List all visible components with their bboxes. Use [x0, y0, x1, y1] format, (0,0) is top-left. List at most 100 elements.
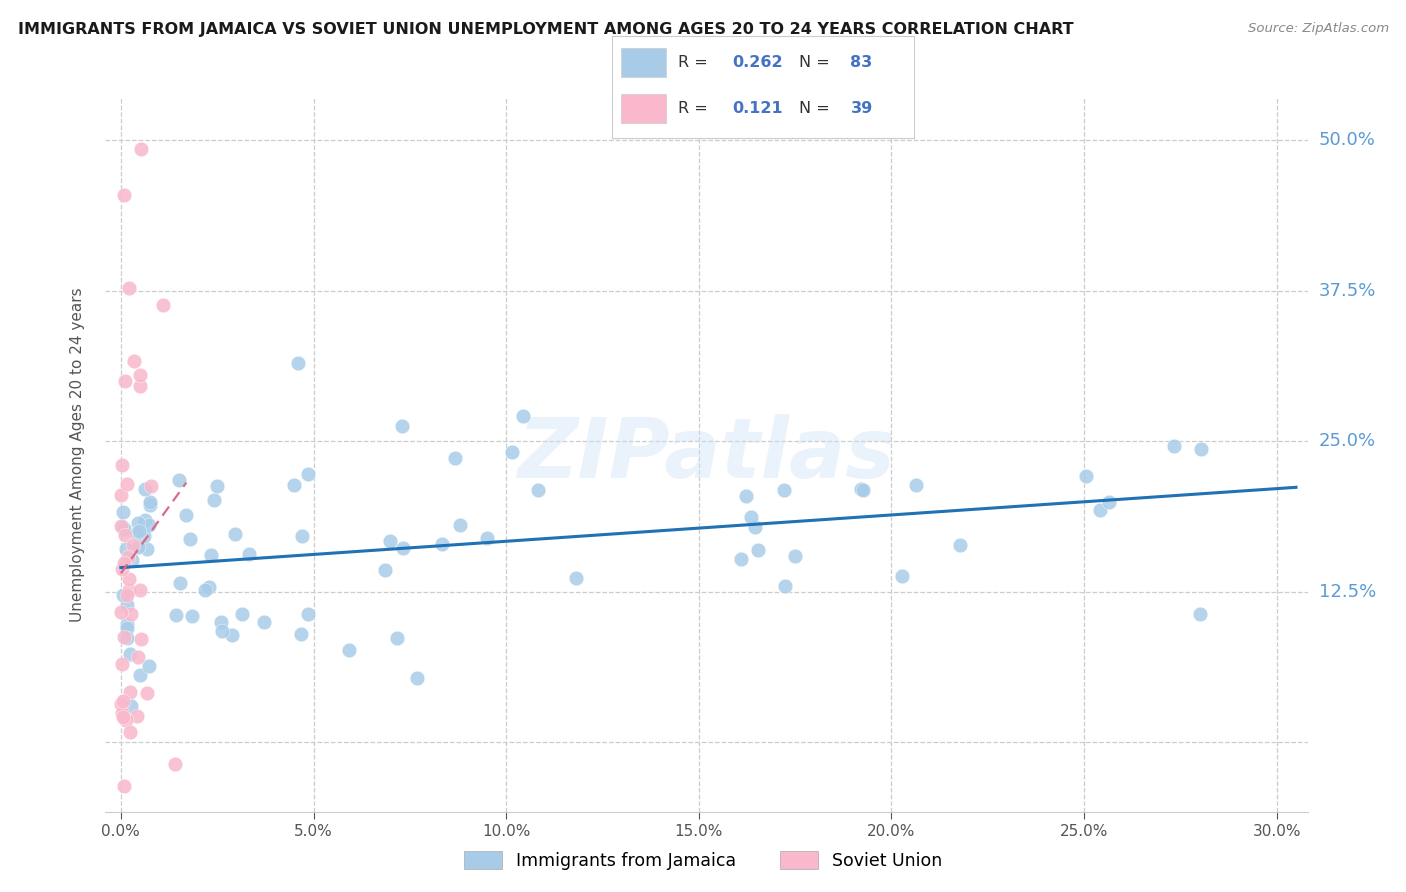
Point: [115, 632, 138, 646]
Point: [253, 615, 276, 629]
Point: [114, 528, 136, 542]
Point: [129, 378, 152, 392]
Point: [378, 534, 401, 549]
Point: [224, 526, 246, 541]
Point: [391, 419, 413, 434]
Point: [747, 542, 769, 557]
Point: [174, 508, 197, 523]
Point: [120, 647, 142, 661]
Point: [1076, 468, 1098, 483]
Point: [134, 483, 156, 497]
Point: [112, 779, 135, 793]
Point: [134, 529, 156, 543]
Y-axis label: Unemployment Among Ages 20 to 24 years: Unemployment Among Ages 20 to 24 years: [70, 287, 84, 623]
Point: [904, 478, 927, 492]
Point: [110, 605, 132, 619]
Point: [949, 539, 972, 553]
Point: [238, 547, 260, 561]
Point: [297, 607, 319, 621]
Point: [851, 482, 873, 496]
Point: [122, 354, 145, 368]
Point: [443, 450, 465, 465]
Point: [1188, 607, 1211, 621]
Point: [118, 572, 141, 586]
Point: [512, 409, 534, 424]
Point: [117, 617, 139, 632]
Point: [129, 368, 152, 382]
Point: [449, 517, 471, 532]
Point: [120, 607, 142, 621]
Point: [138, 659, 160, 673]
Point: [730, 551, 752, 566]
Point: [169, 576, 191, 591]
Point: [114, 374, 136, 388]
Point: [115, 541, 138, 556]
Point: [138, 517, 160, 532]
Point: [129, 632, 152, 647]
Text: 12.5%: 12.5%: [1319, 582, 1376, 600]
Text: N =: N =: [799, 54, 835, 70]
Point: [125, 526, 148, 541]
Point: [136, 541, 159, 556]
Point: [385, 631, 408, 645]
Point: [209, 615, 232, 629]
Point: [115, 476, 138, 491]
Point: [165, 608, 187, 623]
Point: [283, 478, 305, 492]
Point: [115, 599, 138, 613]
Text: R =: R =: [678, 54, 713, 70]
Point: [134, 513, 156, 527]
Point: [117, 281, 139, 295]
Point: [1163, 439, 1185, 453]
Point: [169, 473, 191, 487]
Point: [129, 668, 152, 682]
Point: [129, 582, 152, 597]
Text: Source: ZipAtlas.com: Source: ZipAtlas.com: [1249, 22, 1389, 36]
Text: 83: 83: [851, 54, 873, 70]
Point: [200, 548, 222, 562]
Point: [115, 589, 138, 603]
Point: [180, 608, 202, 623]
Point: [112, 520, 135, 534]
Point: [139, 495, 162, 509]
Point: [740, 509, 762, 524]
Point: [1189, 442, 1212, 457]
Point: [337, 642, 360, 657]
Point: [141, 479, 163, 493]
Point: [290, 627, 312, 641]
Point: [128, 524, 150, 538]
Point: [121, 553, 143, 567]
Point: [112, 522, 135, 536]
Point: [112, 188, 135, 202]
Point: [1098, 495, 1121, 509]
Text: ZIPatlas: ZIPatlas: [517, 415, 896, 495]
Point: [526, 483, 548, 498]
Point: [179, 532, 201, 546]
Point: [129, 142, 152, 156]
Point: [475, 531, 498, 545]
Point: [297, 467, 319, 481]
Point: [111, 458, 134, 472]
Point: [117, 621, 139, 635]
Point: [287, 356, 309, 370]
Point: [197, 580, 219, 594]
Point: [405, 671, 427, 685]
Point: [205, 479, 228, 493]
Point: [111, 709, 134, 723]
Point: [1090, 503, 1112, 517]
Point: [565, 571, 588, 585]
Text: 37.5%: 37.5%: [1319, 282, 1376, 300]
Point: [112, 588, 135, 602]
Point: [115, 714, 138, 728]
Point: [110, 488, 132, 502]
FancyBboxPatch shape: [620, 48, 666, 77]
Point: [194, 583, 217, 598]
Point: [152, 298, 174, 312]
Point: [783, 549, 806, 564]
Point: [139, 498, 162, 512]
Point: [773, 483, 796, 498]
Point: [890, 568, 912, 582]
Text: 50.0%: 50.0%: [1319, 131, 1375, 149]
Point: [374, 563, 396, 577]
Point: [231, 607, 253, 621]
